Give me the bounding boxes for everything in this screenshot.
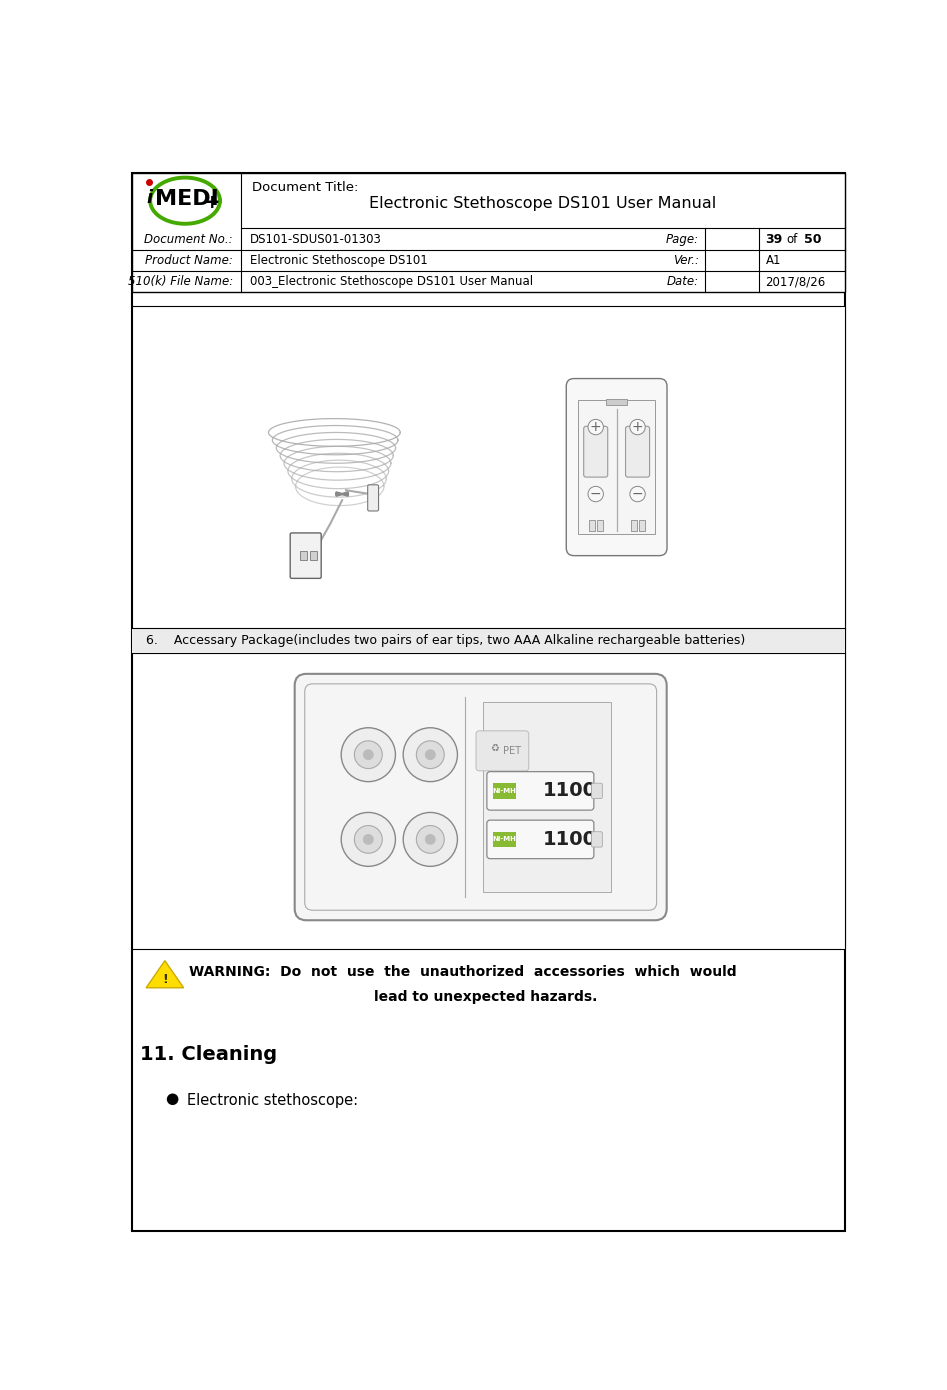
Bar (639, 520, 645, 531)
Text: PET: PET (503, 746, 521, 756)
FancyBboxPatch shape (592, 783, 602, 799)
Text: +: + (204, 193, 220, 211)
FancyBboxPatch shape (626, 427, 650, 477)
Circle shape (354, 826, 383, 853)
Bar (483, 702, 611, 892)
Text: WARNING:  Do  not  use  the  unauthorized  accessories  which  would: WARNING: Do not use the unauthorized acc… (189, 965, 737, 979)
Text: of: of (786, 232, 797, 246)
Circle shape (341, 812, 396, 866)
Text: Date:: Date: (667, 275, 699, 288)
Circle shape (403, 728, 457, 781)
FancyBboxPatch shape (290, 532, 321, 578)
Text: MEDI: MEDI (154, 189, 219, 208)
Circle shape (167, 1094, 178, 1105)
Text: Ver.:: Ver.: (673, 254, 699, 267)
Bar (631, 520, 636, 531)
Text: Page:: Page: (666, 232, 699, 246)
Circle shape (363, 834, 374, 845)
Text: 6.    Accessary Package(includes two pairs of ear tips, two AAA Alkaline recharg: 6. Accessary Package(includes two pairs … (146, 634, 745, 646)
Text: 2017/8/26: 2017/8/26 (765, 275, 826, 288)
Text: i: i (146, 189, 152, 207)
Circle shape (363, 749, 374, 760)
Text: A1: A1 (765, 254, 781, 267)
Text: Product Name:: Product Name: (145, 254, 233, 267)
FancyBboxPatch shape (566, 378, 667, 556)
Circle shape (417, 741, 444, 769)
Circle shape (425, 834, 436, 845)
Text: 39: 39 (765, 232, 783, 246)
Text: 1100: 1100 (543, 781, 597, 801)
Circle shape (403, 812, 457, 866)
Text: !: ! (162, 973, 168, 987)
Text: Ni-MH: Ni-MH (492, 788, 517, 794)
Text: lead to unexpected hazards.: lead to unexpected hazards. (374, 990, 597, 1004)
Text: Electronic Stethoscope DS101: Electronic Stethoscope DS101 (250, 254, 428, 267)
Text: ♻: ♻ (491, 742, 499, 753)
Text: +: + (590, 420, 601, 434)
Bar (578, 400, 655, 534)
Bar (133, 306, 845, 653)
Text: 003_Electronic Stethoscope DS101 User Manual: 003_Electronic Stethoscope DS101 User Ma… (250, 275, 533, 288)
Bar (133, 653, 845, 949)
Bar (310, 550, 316, 560)
Bar (133, 172, 845, 292)
Text: DS101-SDUS01-01303: DS101-SDUS01-01303 (250, 232, 382, 246)
FancyBboxPatch shape (367, 485, 379, 512)
Text: 1100: 1100 (543, 830, 597, 849)
FancyBboxPatch shape (476, 731, 528, 771)
Text: −: − (590, 486, 601, 500)
Polygon shape (146, 960, 184, 988)
Bar (493, 783, 516, 799)
Bar (589, 520, 595, 531)
Circle shape (425, 749, 436, 760)
Text: Electronic stethoscope:: Electronic stethoscope: (187, 1094, 358, 1108)
Text: Document Title:: Document Title: (253, 181, 359, 193)
Bar (133, 628, 845, 653)
Text: 50: 50 (804, 232, 822, 246)
Text: 11. Cleaning: 11. Cleaning (140, 1045, 277, 1065)
Text: Ni-MH: Ni-MH (492, 837, 517, 842)
FancyBboxPatch shape (592, 831, 602, 847)
Text: −: − (632, 486, 643, 500)
Text: Document No.:: Document No.: (145, 232, 233, 246)
Bar (493, 831, 516, 847)
Bar (606, 399, 628, 406)
Circle shape (417, 826, 444, 853)
FancyBboxPatch shape (487, 820, 594, 859)
Bar (300, 550, 307, 560)
FancyBboxPatch shape (487, 771, 594, 810)
Text: +: + (632, 420, 643, 434)
FancyBboxPatch shape (583, 427, 608, 477)
Bar (598, 520, 603, 531)
Text: 510(k) File Name:: 510(k) File Name: (128, 275, 233, 288)
Circle shape (354, 741, 383, 769)
FancyBboxPatch shape (295, 674, 667, 920)
Circle shape (341, 728, 396, 781)
Text: Electronic Stethoscope DS101 User Manual: Electronic Stethoscope DS101 User Manual (369, 196, 716, 211)
